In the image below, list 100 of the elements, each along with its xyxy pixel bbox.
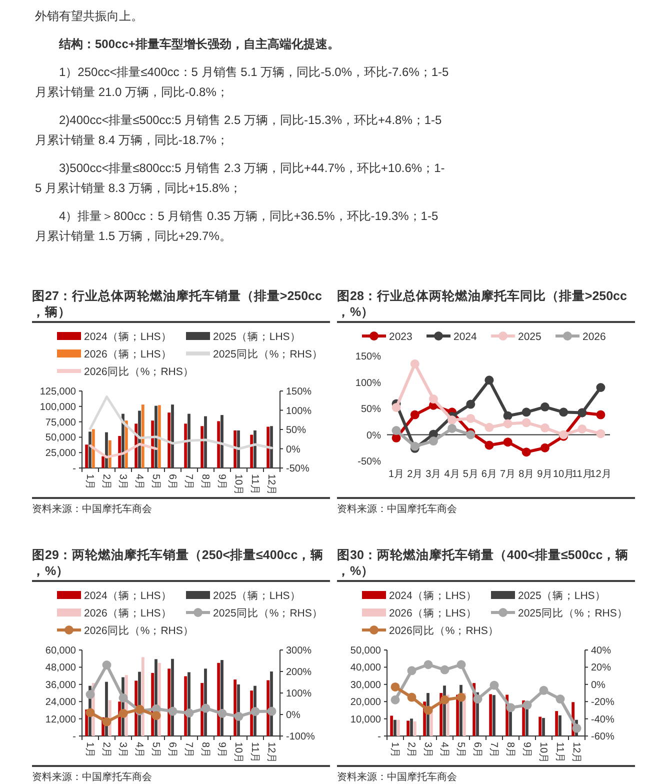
bar xyxy=(92,429,95,468)
legend-label: 2026同比（%；RHS） xyxy=(389,624,499,637)
y2-tick-label: -60% xyxy=(591,732,614,742)
point xyxy=(267,706,276,716)
bar xyxy=(141,657,144,736)
point xyxy=(102,660,112,670)
bar xyxy=(200,426,204,468)
point xyxy=(540,423,550,432)
bar xyxy=(406,720,410,736)
y2-tick-label: 200% xyxy=(286,667,312,678)
point xyxy=(86,708,95,718)
legend-label: 2024（辆；LHS） xyxy=(389,590,477,602)
y-tick-label: 50,000 xyxy=(350,646,382,656)
point xyxy=(86,690,95,700)
legend-label: 2024（辆；LHS） xyxy=(84,331,172,343)
point xyxy=(578,424,587,434)
bar xyxy=(217,662,220,736)
y2-tick-label: 0% xyxy=(286,710,301,721)
x-tick-label: 11月 xyxy=(248,474,260,494)
point xyxy=(407,666,416,676)
y2-tick-label: -100% xyxy=(286,732,316,742)
bar xyxy=(220,415,224,468)
point xyxy=(484,440,494,450)
point xyxy=(490,680,499,690)
point xyxy=(456,660,466,670)
legend-label: 2026 xyxy=(582,331,606,343)
text: 资料来源：中国摩托车商会 xyxy=(32,771,152,783)
y2-tick-label: -20% xyxy=(591,697,614,708)
x-tick-label: 7月 xyxy=(182,742,194,758)
x-tick-label: 7月 xyxy=(500,469,516,480)
y-tick-label: 50,000 xyxy=(45,432,76,444)
bar xyxy=(138,410,141,468)
x-tick-label: 11月 xyxy=(248,742,260,762)
x-tick-label: 2月 xyxy=(405,742,416,758)
y2-tick-label: 300% xyxy=(286,646,312,656)
x-tick-label: 4月 xyxy=(444,469,460,480)
legend-label: 2026（辆；LHS） xyxy=(389,608,477,620)
point xyxy=(440,665,450,674)
point xyxy=(218,708,227,718)
point xyxy=(428,394,438,404)
point xyxy=(506,703,516,712)
legend-label: 2023 xyxy=(389,331,413,343)
text: 4）排量＞800cc：5 月销售 0.35 万辆，同比+36.5%，环比-19.3%；1-5 月累计销量 1.5 万辆，同比+29.7%。 xyxy=(35,209,438,243)
bar xyxy=(200,682,204,736)
legend-label: 2025同比（%；RHS） xyxy=(213,606,323,620)
y-tick-label: 30,000 xyxy=(350,680,382,691)
x-tick-label: 1月 xyxy=(388,742,400,758)
point xyxy=(522,700,532,710)
y-tick-label: - xyxy=(72,732,76,742)
bar xyxy=(413,721,416,736)
text: 资料来源：中国摩托车商会 xyxy=(337,771,457,783)
point xyxy=(522,448,531,457)
bar xyxy=(102,456,105,468)
bar xyxy=(542,718,545,736)
point xyxy=(440,695,450,704)
y2-tick-label: 40% xyxy=(591,646,612,656)
point xyxy=(559,408,568,417)
point xyxy=(596,410,606,420)
chart-title: 图29：两轮燃油摩托车销量（250<排量≤400cc，辆，%） xyxy=(32,547,324,578)
point xyxy=(596,429,606,438)
y-tick-label: 40,000 xyxy=(350,662,382,674)
y-tick-label: -50% xyxy=(358,456,382,468)
text: 1）250cc<排量≤400cc：5 月销售 5.1 万辆，同比-5.0%，环比-7.6%；1-5 月累计销量 21.0 万辆，同比-0.8%； xyxy=(35,65,450,99)
legend-label: 2025（辆；LHS） xyxy=(213,590,301,602)
x-tick-label: 12月 xyxy=(265,742,276,764)
x-tick-label: 8月 xyxy=(504,742,516,758)
y-tick-label: 0% xyxy=(366,430,382,442)
legend-label: 2026同比（%；RHS） xyxy=(84,365,194,378)
legend-label: 2025同比（%；RHS） xyxy=(213,348,323,360)
bar xyxy=(558,715,562,736)
bar xyxy=(85,444,88,468)
y-tick-label: 12,000 xyxy=(45,714,76,726)
x-tick-label: 6月 xyxy=(166,474,178,490)
y2-tick-label: 50% xyxy=(286,425,306,436)
y-tick-label: 24,000 xyxy=(45,697,76,708)
x-tick-label: 3月 xyxy=(116,742,128,758)
point xyxy=(428,436,438,446)
y-tick-label: 10,000 xyxy=(350,714,382,726)
point xyxy=(484,376,494,385)
chart-title: 图27：行业总体两轮燃油摩托车销量（排量>250cc，辆） xyxy=(32,288,322,319)
x-tick-label: 9月 xyxy=(216,474,227,490)
x-tick-label: 8月 xyxy=(518,469,534,480)
x-tick-label: 12月 xyxy=(570,742,582,764)
text: 资料来源：中国摩托车商会 xyxy=(337,503,457,515)
bar xyxy=(158,405,161,468)
bar xyxy=(88,432,92,468)
bar xyxy=(270,426,273,468)
point xyxy=(503,438,512,447)
x-tick-label: 4月 xyxy=(133,474,144,490)
x-tick-label: 5月 xyxy=(150,742,161,758)
point xyxy=(522,418,531,428)
text: 外销有望共振向上。 xyxy=(35,9,143,23)
y-tick-label: 36,000 xyxy=(45,680,76,691)
point xyxy=(234,712,244,721)
x-tick-label: 10月 xyxy=(232,742,244,764)
y-tick-label: 20,000 xyxy=(350,697,382,708)
point xyxy=(456,692,466,702)
point xyxy=(596,383,606,392)
x-tick-label: 9月 xyxy=(216,742,227,758)
x-tick-label: 9月 xyxy=(520,742,532,758)
